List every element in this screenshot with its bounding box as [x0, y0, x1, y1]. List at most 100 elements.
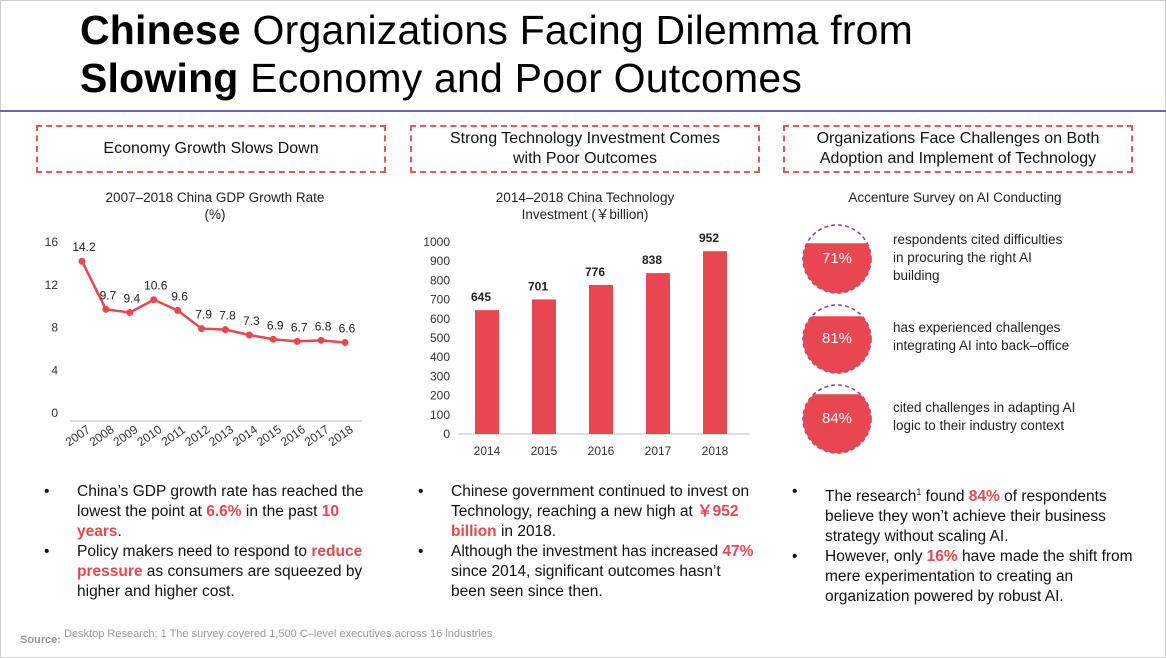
tech-data-label: 645 — [471, 290, 491, 304]
footnote-marker: 1 — [916, 487, 922, 497]
gdp-y-tick-label: 8 — [51, 321, 58, 335]
bullet-text: However, only — [825, 548, 927, 566]
gdp-data-label: 14.2 — [72, 240, 96, 254]
tech-x-tick-label: 2016 — [588, 444, 615, 458]
bullets-economy: • China’s GDP growth rate has reached the… — [44, 482, 374, 602]
title-rest-2: Economy and Poor Outcomes — [238, 55, 803, 101]
bullet-policy-makers: • Policy makers need to respond to reduce… — [44, 543, 363, 600]
bullet-text: in the past — [241, 503, 322, 520]
survey-pie — [802, 304, 872, 374]
gdp-data-label: 6.9 — [267, 318, 284, 332]
slide-title: Chinese Organizations Facing Dilemma fro… — [80, 6, 913, 102]
bullet-text: of respondents believe they won’t achiev… — [825, 488, 1107, 546]
tech-y-tick-label: 800 — [430, 273, 450, 287]
header-organizations: Organizations Face Challenges on Both Ad… — [783, 125, 1133, 173]
tech-y-tick-label: 300 — [430, 369, 450, 383]
source-text: Desktop Research; 1 The survey covered 1… — [64, 628, 493, 640]
survey-description-line: building — [893, 268, 940, 283]
bullet-government-invest: • Chinese government continued to invest … — [418, 483, 750, 540]
bullet-research-84: • The research1 found 84% of respondents … — [792, 483, 1107, 546]
gdp-data-point — [174, 306, 182, 314]
tech-chart-title-line1: 2014–2018 China Technology — [495, 190, 675, 205]
bullets-organizations: • The research1 found 84% of respondents … — [792, 482, 1137, 607]
tech-y-tick-label: 700 — [430, 293, 450, 307]
survey-title: Accenture Survey on AI Conducting — [800, 189, 1110, 206]
gdp-y-tick-label: 0 — [51, 406, 58, 420]
highlight-6-6: 6.6% — [206, 503, 242, 520]
tech-bar — [703, 251, 727, 434]
header-technology: Strong Technology Investment Comes with … — [410, 125, 760, 173]
tech-bar — [532, 299, 556, 434]
survey-percent: 71% — [821, 250, 853, 267]
header-organizations-line1: Organizations Face Challenges on Both — [816, 130, 1100, 147]
survey-percent: 84% — [821, 410, 853, 427]
gdp-chart-title: 2007–2018 China GDP Growth Rate (%) — [60, 189, 370, 223]
gdp-x-tick-label: 2018 — [326, 422, 356, 449]
gdp-data-label: 7.3 — [243, 314, 260, 328]
tech-y-tick-label: 0 — [443, 427, 450, 441]
tech-x-tick-label: 2018 — [702, 444, 729, 458]
bullet-text: found — [921, 488, 969, 506]
gdp-data-label: 7.9 — [195, 308, 212, 322]
survey-description-line: integrating AI into back–office — [893, 338, 1070, 353]
gdp-data-label: 6.8 — [315, 319, 332, 333]
tech-bar — [589, 285, 613, 434]
gdp-data-point — [221, 326, 229, 334]
highlight-952-billion: ￥952 billion — [451, 503, 739, 540]
tech-y-tick-label: 1000 — [423, 235, 450, 249]
gdp-data-label: 10.6 — [144, 279, 168, 293]
survey-title-text: Accenture Survey on AI Conducting — [848, 190, 1062, 205]
source-label: Source: — [20, 634, 61, 646]
tech-data-label: 952 — [699, 231, 719, 245]
gdp-y-tick-label: 16 — [45, 235, 59, 249]
highlight-10-years: 10 years — [77, 503, 339, 540]
gdp-line-chart: 0 4 8 12 16 14.2 9.7 9.4 10.69.6 7.9 7.8 7.3 6.9 6.7 6… — [45, 235, 362, 449]
survey-description: respondents cited difficulties in procuri… — [893, 231, 1133, 285]
gdp-data-point — [78, 257, 86, 265]
highlight-47: 47% — [722, 543, 754, 560]
bullet-text: Policy makers need to respond to — [77, 543, 312, 560]
bullet-text: China’s GDP growth rate has reached the … — [77, 483, 364, 520]
bullet-text: as consumers are squeezed by higher and … — [77, 563, 363, 600]
gdp-data-label: 9.7 — [100, 288, 117, 302]
title-rest-1: Organizations Facing Dilemma from — [240, 7, 914, 53]
highlight-reduce-pressure: reduce pressure — [77, 543, 363, 580]
tech-x-tick-label: 2015 — [531, 444, 558, 458]
bullet-text: have made the shift from mere experiment… — [825, 548, 1133, 606]
bullet-investment-increase: • Although the investment has increased 4… — [418, 543, 754, 600]
bullet-text: The research — [825, 488, 917, 506]
header-economy-text: Economy Growth Slows Down — [103, 140, 319, 157]
survey-description: has experienced challenges integrating AI… — [893, 319, 1133, 355]
tech-chart-title: 2014–2018 China Technology Investment (￥… — [430, 189, 740, 223]
gdp-data-point — [198, 325, 206, 333]
survey-fill — [803, 394, 871, 453]
gdp-data-point — [341, 338, 349, 346]
tech-chart-title-line2: Investment (￥billion) — [521, 207, 649, 222]
tech-bar-chart: 0 100 200 300 400 500 600 700 800 900 1000 645 2014 7… — [423, 231, 750, 458]
tech-y-tick-label: 900 — [430, 254, 450, 268]
survey-description-line: logic to their industry context — [893, 418, 1065, 433]
survey-pie — [802, 384, 872, 454]
title-bold-1: Chinese — [80, 7, 241, 53]
title-divider — [0, 110, 1166, 112]
tech-data-label: 776 — [585, 265, 605, 279]
tech-bar — [475, 310, 499, 434]
tech-data-label: 838 — [642, 253, 662, 267]
survey-item: 84% cited challenges in adapting AI logic … — [801, 381, 1131, 461]
survey-description: cited challenges in adapting AI logic to … — [893, 399, 1133, 435]
bullet-text: in 2018. — [496, 523, 557, 540]
gdp-data-label: 9.4 — [123, 292, 140, 306]
tech-y-tick-label: 200 — [430, 389, 450, 403]
survey-description-line: has experienced challenges — [893, 320, 1061, 335]
survey-fill — [803, 243, 871, 293]
tech-bar — [646, 273, 670, 434]
highlight-16: 16% — [926, 548, 958, 566]
survey-percent: 81% — [821, 330, 853, 347]
gdp-data-point — [126, 309, 134, 317]
gdp-y-tick-label: 4 — [51, 363, 58, 377]
gdp-y-tick-label: 12 — [45, 278, 59, 292]
bullet-text: Although the investment has increased — [451, 543, 723, 560]
gdp-chart-title-line2: (%) — [204, 207, 226, 222]
header-organizations-line2: Adoption and Implement of Technology — [819, 150, 1097, 167]
gdp-data-label: 6.7 — [291, 320, 308, 334]
